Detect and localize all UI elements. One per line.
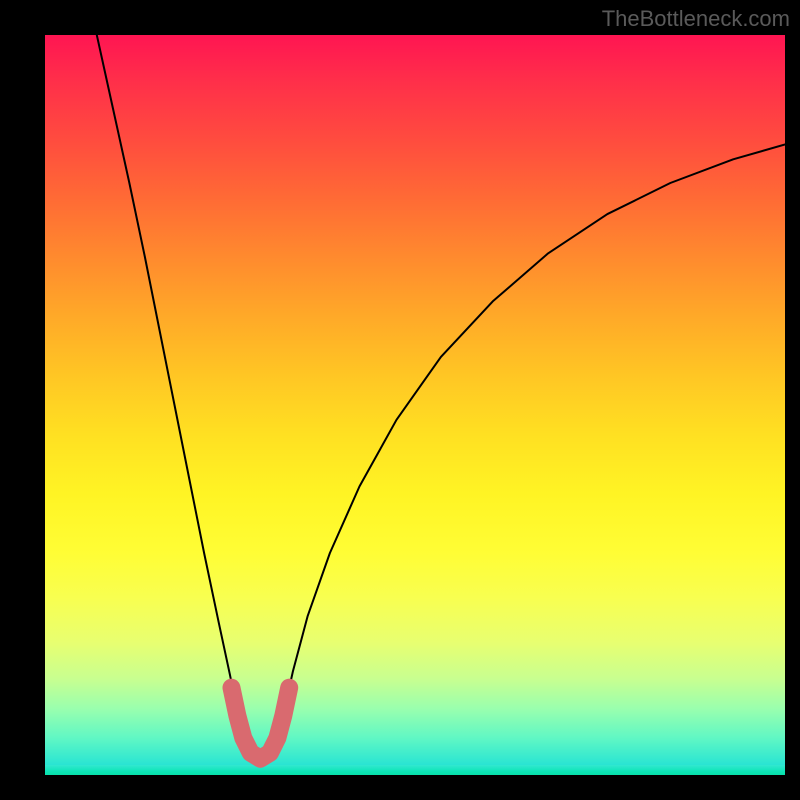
valley-marker	[231, 688, 289, 759]
chart-plot-area	[45, 35, 785, 775]
curve-right	[282, 145, 785, 724]
watermark-text: TheBottleneck.com	[602, 6, 790, 32]
chart-svg	[45, 35, 785, 775]
curve-left	[97, 35, 239, 723]
